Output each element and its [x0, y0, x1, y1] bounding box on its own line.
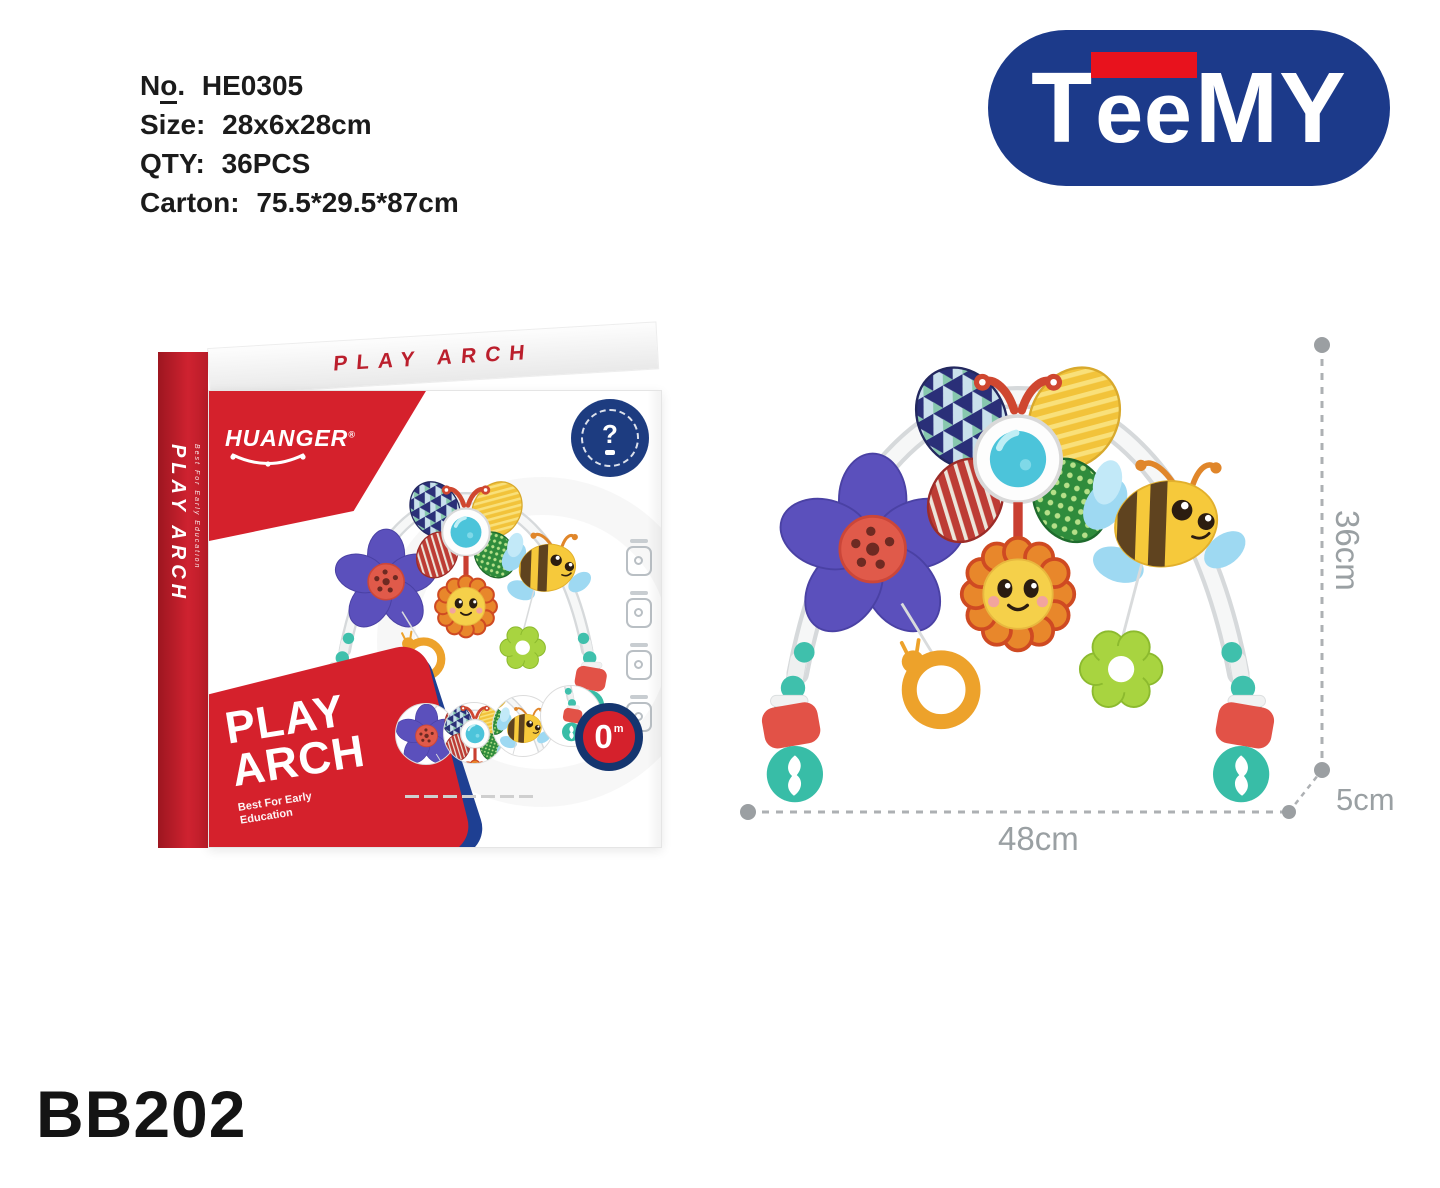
- product-info: No. HE0305 Size: 28x6x28cm QTY: 36PCS Ca…: [140, 66, 459, 222]
- teemy-letters-my: MY: [1194, 52, 1347, 164]
- product-photo: 48cm 36cm 5cm: [700, 320, 1410, 885]
- size-line: Size: 28x6x28cm: [140, 105, 459, 144]
- feature-rattle-icon: [626, 546, 652, 576]
- product-box-photo: PLAY ARCH PLAY ARCH Best For Early Educa…: [158, 321, 662, 848]
- age-suffix: m: [613, 723, 624, 735]
- depth-dimension-label: 5cm: [1336, 782, 1395, 817]
- feature-icon-wrap: [626, 591, 652, 628]
- feature-teether-icon: [626, 598, 652, 628]
- huanger-logo: HUANGER®: [225, 425, 356, 475]
- qty-line: QTY: 36PCS: [140, 144, 459, 183]
- carton-line: Carton: 75.5*29.5*87cm: [140, 183, 459, 222]
- box-side-panel: PLAY ARCH Best For Early Education: [158, 352, 208, 848]
- qty-value: 36PCS: [221, 148, 311, 179]
- feature-mirror-icon: [626, 650, 652, 680]
- qty-label: QTY:: [140, 148, 205, 179]
- feature-icon-wrap: [626, 539, 652, 576]
- no-value: HE0305: [201, 70, 304, 101]
- teemy-letters-ee: ee: [1091, 52, 1197, 156]
- brain-development-badge: ?: [571, 399, 649, 477]
- box-side-subtitle: Best For Early Education: [193, 444, 200, 570]
- feature-icon-wrap: [626, 643, 652, 680]
- width-dimension-label: 48cm: [998, 820, 1079, 857]
- huanger-smile-icon: [230, 453, 306, 467]
- box-fine-print: [405, 795, 533, 798]
- size-value: 28x6x28cm: [222, 109, 372, 140]
- banner-text: PLAY ARCH Best For Early Education: [222, 685, 373, 828]
- question-bulb-icon: ?: [602, 419, 618, 449]
- box-edge-shade: [647, 391, 661, 847]
- teemy-red-bar: [1091, 52, 1197, 78]
- carton-value: 75.5*29.5*87cm: [256, 187, 459, 218]
- badge-ring: ?: [581, 409, 639, 467]
- model-number: BB202: [36, 1077, 247, 1151]
- height-dimension-label: 36cm: [1329, 510, 1366, 591]
- bulb-base-icon: [605, 450, 615, 455]
- size-label: Size:: [140, 109, 206, 140]
- carton-label: Carton:: [140, 187, 240, 218]
- box-side-title: PLAY ARCH: [167, 444, 189, 604]
- product-number-line: No. HE0305: [140, 66, 459, 105]
- box-flap-title: PLAY ARCH: [332, 340, 535, 376]
- box-top-flap: PLAY ARCH: [207, 321, 660, 396]
- dimension-lines: [740, 337, 1330, 820]
- age-grade-badge: 0 m: [575, 703, 643, 771]
- teemy-letter-t: T: [1031, 52, 1094, 164]
- box-front-face: HUANGER® ?: [208, 390, 662, 848]
- no-label: No.: [140, 70, 185, 104]
- age-number: 0: [594, 718, 613, 755]
